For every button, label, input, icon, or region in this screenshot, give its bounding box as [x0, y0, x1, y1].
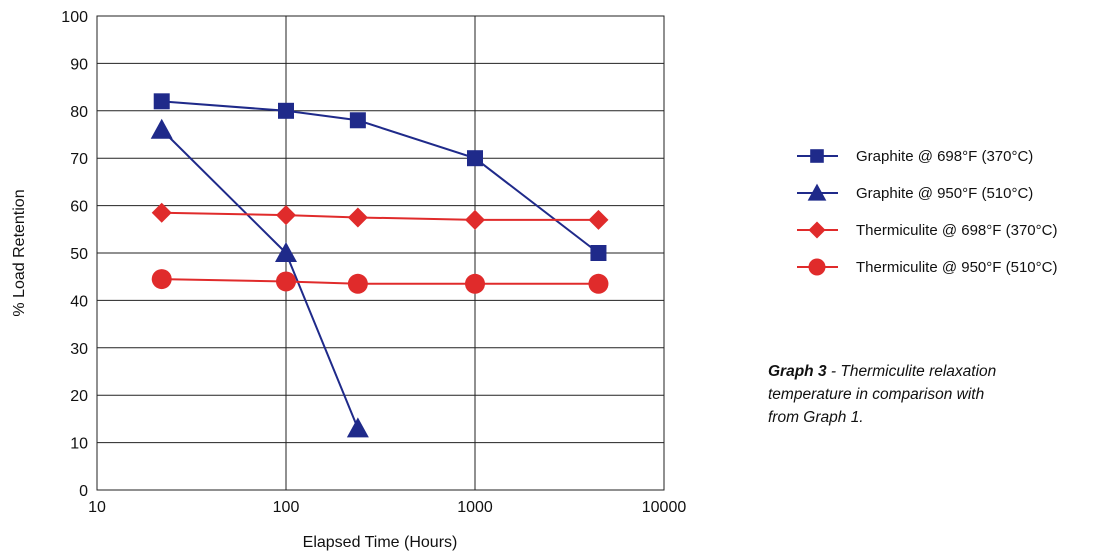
data-point-triangle	[807, 183, 827, 201]
legend-label: Thermiculite @ 698°F (370°C)	[856, 222, 1057, 239]
series-2	[150, 118, 369, 438]
data-point-circle	[588, 273, 609, 294]
legend-entry-2: Graphite @ 950°F (510°C)	[797, 183, 1033, 202]
data-point-square	[810, 149, 824, 163]
grid	[96, 15, 665, 491]
series-4	[151, 269, 609, 294]
series-line	[161, 100, 600, 254]
data-point-diamond	[465, 209, 485, 230]
x-tick-label: 10000	[642, 499, 687, 516]
y-axis-title: % Load Retention	[11, 189, 28, 316]
legend: Graphite @ 698°F (370°C) Graphite @ 950°F…	[797, 148, 1057, 276]
y-tick-label: 90	[70, 56, 88, 73]
legend-label: Graphite @ 698°F (370°C)	[856, 148, 1033, 165]
y-tick-label: 10	[70, 436, 88, 453]
legend-entry-4: Thermiculite @ 950°F (510°C)	[797, 258, 1057, 276]
data-point-diamond	[808, 221, 826, 239]
y-tick-label: 30	[70, 341, 88, 358]
data-point-square	[153, 93, 170, 110]
data-point-diamond	[588, 209, 609, 230]
series-3	[151, 202, 609, 230]
legend-label: Thermiculite @ 950°F (510°C)	[856, 259, 1057, 276]
y-tick-label: 100	[61, 9, 88, 26]
y-tick-label: 40	[70, 293, 88, 310]
data-point-circle	[808, 258, 826, 276]
x-tick-label: 10	[88, 499, 106, 516]
series-line	[161, 211, 599, 221]
series-layer	[150, 93, 609, 438]
x-tick-labels: 10 100 1000 10000	[88, 499, 686, 516]
data-point-square	[349, 112, 366, 129]
series-1	[153, 93, 607, 261]
data-point-triangle	[275, 242, 297, 263]
legend-entry-3: Thermiculite @ 698°F (370°C)	[797, 221, 1057, 239]
data-point-square	[590, 245, 607, 261]
caption-label: Graph 3	[768, 363, 827, 380]
data-point-circle	[465, 273, 485, 294]
data-point-diamond	[347, 207, 368, 228]
data-point-triangle	[150, 118, 173, 139]
plot-frame	[96, 15, 665, 491]
y-tick-label: 60	[70, 199, 88, 216]
data-point-triangle	[346, 417, 369, 438]
legend-label: Graphite @ 950°F (510°C)	[856, 185, 1033, 202]
data-point-diamond	[151, 202, 172, 223]
y-tick-label: 20	[70, 388, 88, 405]
y-tick-labels: 0 10 20 30 40 50 60 70 80 90 100	[61, 9, 88, 500]
y-tick-label: 50	[70, 246, 88, 263]
caption-line-3: from Graph 1.	[768, 409, 864, 426]
caption: Graph 3 - Thermiculite relaxation temper…	[768, 360, 1102, 429]
data-point-circle	[276, 271, 296, 292]
data-point-circle	[151, 269, 172, 290]
data-point-square	[467, 150, 483, 167]
x-axis-title: Elapsed Time (Hours)	[303, 534, 458, 551]
y-tick-label: 80	[70, 104, 88, 121]
y-tick-label: 70	[70, 151, 88, 168]
series-line	[161, 278, 599, 285]
caption-line-1: - Thermiculite relaxation	[826, 363, 997, 380]
data-point-diamond	[276, 205, 296, 226]
data-point-circle	[347, 273, 368, 294]
y-tick-label: 0	[79, 483, 88, 500]
x-tick-label: 1000	[457, 499, 493, 516]
caption-line-2: temperature in comparison with	[768, 386, 985, 403]
legend-entry-1: Graphite @ 698°F (370°C)	[797, 148, 1033, 165]
data-point-square	[278, 102, 294, 119]
x-tick-label: 100	[273, 499, 300, 516]
